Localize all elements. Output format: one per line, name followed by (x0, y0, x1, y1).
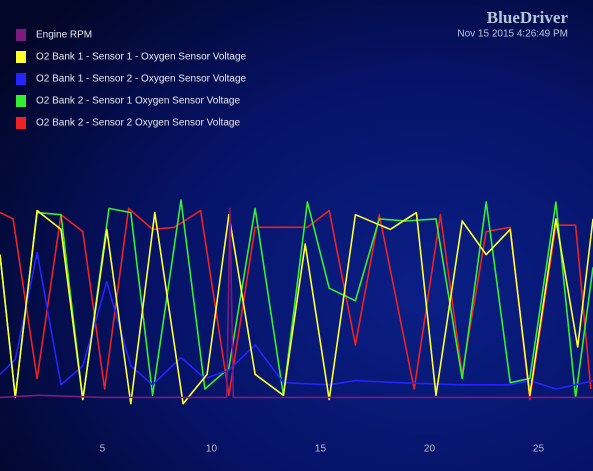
series-line (0, 209, 593, 405)
series-line (0, 251, 593, 390)
x-tick-label: 15 (315, 444, 327, 455)
series-line (0, 207, 592, 401)
legend-label: O2 Bank 1 - Sensor 1 - Oxygen Sensor Vol… (36, 52, 247, 63)
legend-swatch (16, 51, 26, 63)
plot (0, 199, 593, 405)
series-line (0, 207, 593, 399)
legend-label: O2 Bank 2 - Sensor 2 Oxygen Sensor Volta… (36, 118, 240, 129)
x-tick-label: 5 (100, 444, 106, 455)
legend-swatch (16, 29, 26, 41)
timestamp: Nov 15 2015 4:26:49 PM (457, 29, 568, 40)
legend-swatch (16, 95, 26, 107)
x-tick-label: 25 (533, 444, 545, 455)
x-tick-label: 10 (206, 444, 218, 455)
legend-swatch (16, 117, 26, 129)
legend-label: O2 Bank 2 - Sensor 1 Oxygen Sensor Volta… (36, 96, 240, 107)
x-tick-label: 20 (424, 444, 436, 455)
legend: Engine RPM O2 Bank 1 - Sensor 1 - Oxygen … (16, 29, 247, 129)
legend-label: Engine RPM (36, 30, 92, 41)
x-axis: 5 10 15 20 25 (100, 444, 545, 455)
logo: BlueDriver (487, 8, 569, 27)
legend-swatch (16, 73, 26, 85)
legend-label: O2 Bank 1 - Sensor 2 - Oxygen Sensor Vol… (36, 74, 247, 85)
